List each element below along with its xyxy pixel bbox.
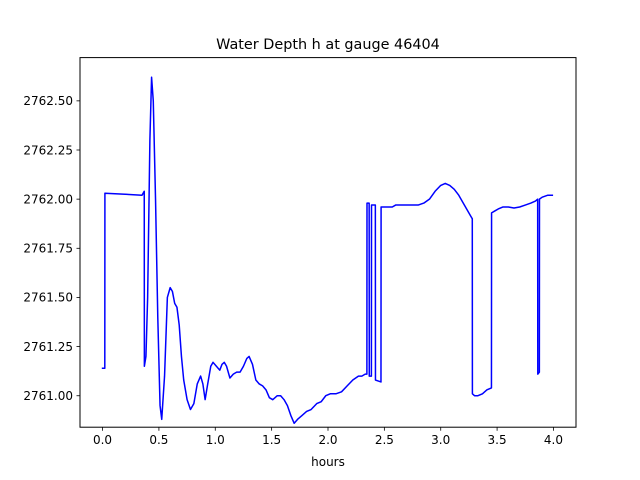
y-tick-label: 2761.00: [23, 389, 73, 403]
y-tick-label: 2761.25: [23, 340, 73, 354]
x-tick-label: 4.0: [544, 433, 563, 447]
plot-content: [101, 76, 554, 425]
x-tick-label: 2.5: [375, 433, 394, 447]
y-tick-label: 2762.00: [23, 192, 73, 206]
x-tick-label: 3.0: [431, 433, 450, 447]
y-tick-label: 2761.50: [23, 291, 73, 305]
x-tick-label: 1.0: [206, 433, 225, 447]
y-tick-label: 2761.75: [23, 242, 73, 256]
x-tick-label: 3.5: [488, 433, 507, 447]
x-tick-label: 0.0: [93, 433, 112, 447]
x-axis-ticks: 0.0 0.5 1.0 1.5 2.0 2.5 3.0 3.5 4.0: [93, 427, 563, 447]
series-line-0: [101, 76, 554, 425]
x-axis-label: hours: [311, 455, 345, 469]
chart-title: Water Depth h at gauge 46404: [216, 37, 440, 53]
y-tick-label: 2762.50: [23, 94, 73, 108]
y-tick-label: 2762.25: [23, 143, 73, 157]
y-axis-ticks: 2761.00 2761.25 2761.50 2761.75 2762.00 2762.…: [23, 94, 80, 403]
x-tick-label: 2.0: [318, 433, 337, 447]
x-tick-label: 0.5: [149, 433, 168, 447]
x-tick-label: 1.5: [262, 433, 281, 447]
